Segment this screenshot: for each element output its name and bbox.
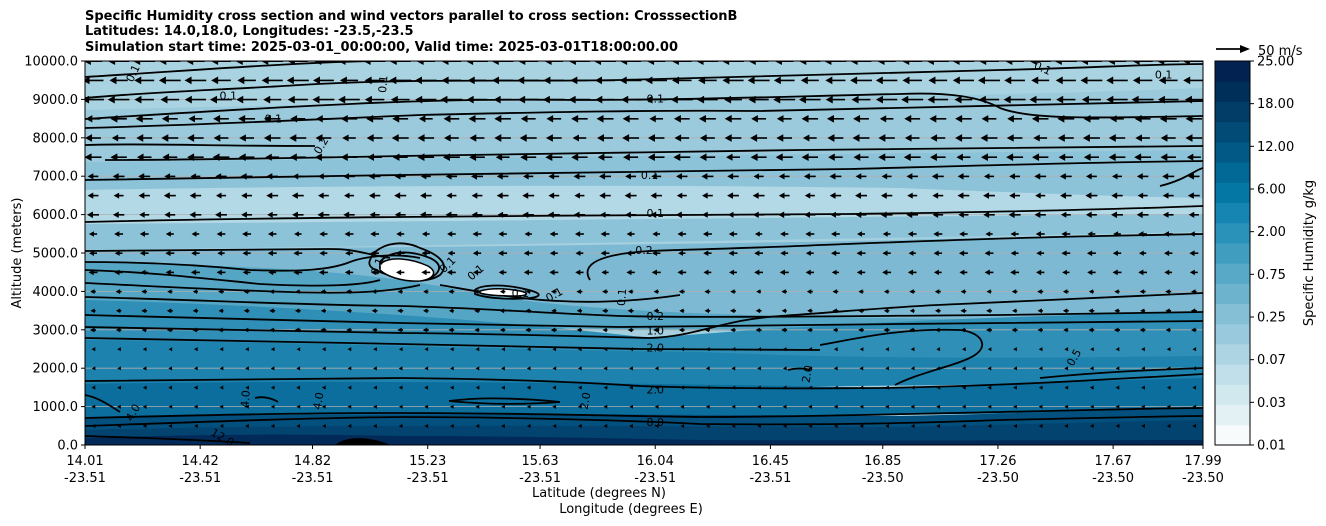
contour-label: 4.0 xyxy=(237,386,253,412)
x-tick-label-lat: 15.23 xyxy=(409,454,446,469)
y-tick-label: 8000.0 xyxy=(33,131,79,146)
colorbar-segment xyxy=(1215,425,1250,446)
x-tick-label-lat: 14.42 xyxy=(182,454,219,469)
x-tick-label-lon: -23.51 xyxy=(519,471,561,486)
contour-label-text: 0.1 xyxy=(615,288,629,307)
x-tick-label-lon: -23.50 xyxy=(862,471,904,486)
contour-label: 0.1 xyxy=(613,284,629,310)
colorbar-tick-label: 6.00 xyxy=(1257,183,1286,198)
colorbar-tick-label: 2.00 xyxy=(1257,225,1286,240)
colorbar: 0.010.030.070.250.752.006.0012.0018.0025… xyxy=(1215,55,1294,454)
x-tick-label-lat: 14.82 xyxy=(294,454,331,469)
y-tick-label: 6000.0 xyxy=(33,208,79,223)
colorbar-segment xyxy=(1215,223,1250,244)
colorbar-segment xyxy=(1215,182,1250,203)
x-tick-label-lon: -23.50 xyxy=(1092,471,1134,486)
contour-label-text: 2.0 xyxy=(646,341,664,354)
quiver-key: 50 m/s xyxy=(1216,44,1303,59)
contour-label: 8.0 xyxy=(643,415,668,429)
y-axis-label: Altitude (meters) xyxy=(10,198,25,309)
contour-label-text: 4.0 xyxy=(238,390,252,409)
quiver-key-label: 50 m/s xyxy=(1258,44,1303,59)
contour-label: 0.1 xyxy=(637,168,662,182)
colorbar-segment xyxy=(1215,243,1250,264)
colorbar-segment xyxy=(1215,344,1250,365)
contour-label-text: 0.1 xyxy=(220,90,238,103)
contour-label-text: 8.0 xyxy=(646,416,664,429)
colorbar-label: Specific Humidity g/kg xyxy=(1302,180,1317,326)
colorbar-tick-label: 0.01 xyxy=(1257,439,1286,454)
y-tick-label: 9000.0 xyxy=(33,93,79,108)
colorbar-segment xyxy=(1215,202,1250,223)
x-axis-label-latitude: Latitude (degrees N) xyxy=(532,486,666,501)
x-tick-label-lon: -23.51 xyxy=(64,471,106,486)
colorbar-segment xyxy=(1215,304,1250,325)
colorbar-segment xyxy=(1215,324,1250,345)
colorbar-segment xyxy=(1215,122,1250,143)
colorbar-tick-label: 12.00 xyxy=(1257,140,1294,155)
x-tick-label-lon: -23.50 xyxy=(977,471,1019,486)
x-tick-label-lon: -23.51 xyxy=(407,471,449,486)
y-tick-label: 0.0 xyxy=(57,439,78,454)
colorbar-segment xyxy=(1215,283,1250,304)
x-axis: 14.01 -23.51 14.42 -23.51 14.82 -23.51 15.23 -2… xyxy=(64,445,1224,486)
x-tick-label-lat: 17.67 xyxy=(1095,454,1132,469)
colorbar-segment xyxy=(1215,61,1250,82)
contour-label: 2.0 xyxy=(643,382,668,396)
colorbar-segment xyxy=(1215,263,1250,284)
y-tick-label: 3000.0 xyxy=(33,323,79,338)
y-tick-label: 10000.0 xyxy=(24,55,78,70)
x-tick-label-lat: 17.99 xyxy=(1184,454,1221,469)
colorbar-segment xyxy=(1215,162,1250,183)
y-tick-label: 4000.0 xyxy=(33,285,79,300)
contour-label-text: 0.2 xyxy=(646,310,664,323)
x-tick-label-lon: -23.50 xyxy=(1182,471,1224,486)
y-tick-label: 7000.0 xyxy=(33,170,79,185)
colorbar-segment xyxy=(1215,384,1250,405)
y-axis: 0.0 1000.0 2000.0 3000.0 4000.0 5000.0 6000.0 7… xyxy=(24,55,85,454)
colorbar-tick-label: 0.25 xyxy=(1257,311,1286,326)
y-tick-label: 5000.0 xyxy=(33,247,79,262)
colorbar-tick-label: 0.03 xyxy=(1257,396,1286,411)
x-tick-label-lat: 17.26 xyxy=(979,454,1016,469)
contour-label: 0.1 xyxy=(216,89,241,103)
colorbar-tick-label: 18.00 xyxy=(1257,97,1294,112)
humidity-cross-section-chart: 0.10.10.10.10.20.10.10.10.10.10.20.10.10… xyxy=(0,0,1326,526)
colorbar-segment xyxy=(1215,101,1250,122)
contour-label: 0.1 xyxy=(375,71,391,97)
colorbar-tick-label: 0.75 xyxy=(1257,268,1286,283)
x-tick-label-lat: 16.85 xyxy=(864,454,901,469)
contour-label: 2.0 xyxy=(643,340,668,354)
x-axis-label-longitude: Longitude (degrees E) xyxy=(559,502,703,517)
x-tick-label-lat: 16.45 xyxy=(752,454,789,469)
contour-label: 0.1 xyxy=(643,92,668,106)
colorbar-segment xyxy=(1215,142,1250,163)
x-tick-label-lon: -23.51 xyxy=(749,471,791,486)
x-tick-label-lon: -23.51 xyxy=(179,471,221,486)
colorbar-segment xyxy=(1215,364,1250,385)
x-tick-label-lon: -23.51 xyxy=(292,471,334,486)
contour-label-text: 0.1 xyxy=(376,75,390,94)
x-tick-label-lat: 16.04 xyxy=(637,454,674,469)
contour-label: 0.2 xyxy=(632,243,657,257)
x-tick-label-lat: 15.63 xyxy=(521,454,558,469)
quiver-key-arrowhead xyxy=(1240,45,1250,53)
contour-label-text: 0.2 xyxy=(635,244,653,257)
contour-label-text: 2.0 xyxy=(646,383,664,396)
x-tick-label-lat: 14.01 xyxy=(66,454,103,469)
colorbar-tick-label: 0.07 xyxy=(1257,353,1286,368)
colorbar-segment xyxy=(1215,405,1250,426)
y-tick-label: 2000.0 xyxy=(33,362,79,377)
x-tick-label-lon: -23.51 xyxy=(634,471,676,486)
y-tick-label: 1000.0 xyxy=(33,400,79,415)
contour-label-text: 0.1 xyxy=(512,287,530,300)
colorbar-segment xyxy=(1215,81,1250,102)
